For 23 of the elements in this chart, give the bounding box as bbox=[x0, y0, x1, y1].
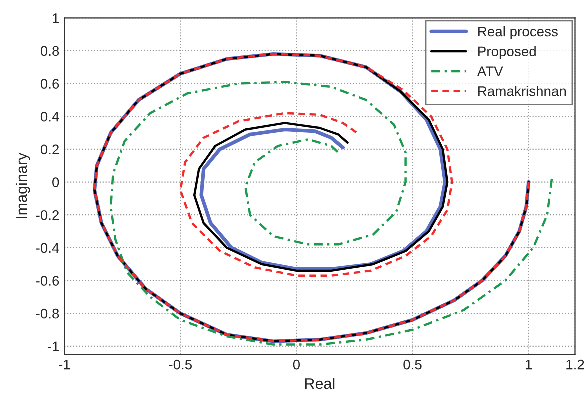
x-tick-label: 1.2 bbox=[566, 360, 584, 370]
y-tick-label: -0.8 bbox=[36, 308, 60, 319]
x-tick-label: 0 bbox=[293, 360, 300, 370]
x-axis-title: Real bbox=[305, 378, 335, 390]
legend-label: Real process bbox=[478, 26, 558, 40]
x-tick-label: 1 bbox=[526, 360, 532, 370]
y-axis-title: Imaginary bbox=[16, 152, 30, 219]
y-tick-label: 0.8 bbox=[40, 46, 60, 56]
y-tick-label: -0.4 bbox=[36, 243, 60, 254]
y-tick-label: -1 bbox=[48, 342, 60, 352]
y-tick-label: -0.2 bbox=[36, 210, 60, 220]
y-tick-label: 0.6 bbox=[40, 79, 60, 89]
x-tick-label: -0.5 bbox=[169, 360, 192, 370]
y-tick-label: -0.6 bbox=[36, 276, 60, 286]
y-tick-label: 0 bbox=[52, 178, 60, 188]
x-tick-label: -1 bbox=[59, 360, 70, 370]
legend-label: Proposed bbox=[478, 46, 536, 60]
y-tick-label: 1 bbox=[53, 14, 60, 24]
y-tick-label: 0.4 bbox=[40, 112, 60, 122]
legend-label: Ramakrishnan bbox=[478, 86, 566, 96]
legend-label: ATV bbox=[477, 66, 504, 76]
y-tick-label: 0.2 bbox=[40, 144, 60, 155]
x-tick-label: 0.5 bbox=[404, 360, 422, 370]
